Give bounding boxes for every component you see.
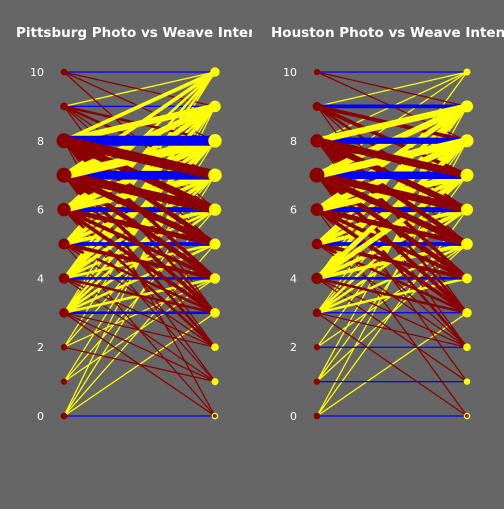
y-tick-label: 8 (37, 135, 44, 148)
y-tick-label: 10 (30, 66, 44, 79)
panel-pittsburg: Pittsburg Photo vs Weave Intensity 0 2 4 6 8… (16, 25, 286, 423)
y-tick-label: 6 (290, 204, 297, 217)
right-node-marker (210, 307, 220, 318)
left-node-marker (59, 307, 69, 318)
right-node-marker (208, 203, 222, 216)
link-line (60, 103, 219, 144)
left-node-marker (313, 344, 321, 351)
link-line (313, 137, 471, 179)
y-tick-label: 2 (37, 341, 44, 354)
left-node-marker (312, 308, 322, 318)
link-line (62, 277, 217, 315)
y-tick-label: 6 (37, 204, 44, 217)
link-line (60, 172, 219, 248)
panel-houston: Houston Photo vs Weave Intensity 0 2 4 6 8 10 (271, 25, 504, 423)
link-line (59, 135, 220, 181)
link-line (313, 172, 471, 248)
right-node-marker (208, 134, 222, 148)
right-node-marker (463, 412, 471, 420)
link-line (313, 171, 471, 214)
left-node-marker (312, 101, 322, 111)
right-node-marker (211, 412, 219, 420)
link-line (63, 312, 216, 417)
panel-title: Pittsburg Photo vs Weave Intensity (16, 25, 286, 41)
left-node-marker (60, 378, 68, 385)
left-node-marker (60, 343, 68, 351)
left-node-marker (60, 68, 68, 76)
left-node-marker (313, 378, 321, 385)
link-layer (313, 71, 471, 417)
y-tick-label: 4 (290, 272, 297, 285)
right-node-marker (208, 168, 222, 182)
left-node-marker (310, 134, 324, 148)
left-node-marker (313, 412, 321, 420)
right-node-marker (460, 203, 474, 216)
left-node-marker (56, 133, 72, 149)
left-node-marker (56, 167, 72, 183)
y-tick-label: 0 (37, 410, 44, 423)
left-node-marker (57, 202, 71, 217)
left-node-marker (60, 412, 68, 420)
y-tick-label: 2 (290, 341, 297, 354)
left-node-marker (311, 238, 323, 250)
left-node-marker (311, 272, 323, 285)
right-node-marker (463, 378, 471, 385)
link-line (61, 172, 218, 281)
link-line (315, 207, 469, 315)
right-node-marker (460, 100, 474, 113)
link-line (313, 103, 471, 144)
right-node-marker (460, 168, 474, 182)
panel-title: Houston Photo vs Weave Intensity (271, 25, 504, 41)
right-node-marker (209, 273, 221, 284)
right-node-marker (463, 68, 471, 76)
link-line (316, 71, 468, 108)
right-node-marker (210, 67, 220, 77)
right-node-marker (209, 238, 221, 250)
right-node-marker (211, 378, 219, 386)
link-line (62, 70, 217, 143)
link-line (62, 207, 217, 315)
link-line (315, 277, 469, 315)
link-line (316, 312, 468, 417)
y-tick-label: 4 (37, 272, 44, 285)
y-tick-label: 10 (283, 66, 297, 79)
y-tick-label: 8 (290, 135, 297, 148)
y-tick-label: 0 (290, 410, 297, 423)
link-line (59, 170, 220, 214)
right-node-marker (460, 134, 474, 148)
right-node-marker (211, 343, 219, 352)
left-node-marker (309, 167, 325, 183)
left-node-marker (60, 102, 68, 111)
left-node-marker (58, 273, 70, 284)
left-node-marker (310, 203, 324, 217)
left-node-marker (313, 68, 321, 76)
right-node-marker (461, 238, 473, 250)
right-node-marker (462, 273, 472, 284)
link-layer (59, 70, 220, 417)
right-node-marker (463, 343, 471, 352)
right-node-marker (209, 100, 221, 113)
link-line (314, 172, 470, 281)
right-node-marker (462, 308, 472, 318)
left-node-marker (58, 238, 70, 250)
